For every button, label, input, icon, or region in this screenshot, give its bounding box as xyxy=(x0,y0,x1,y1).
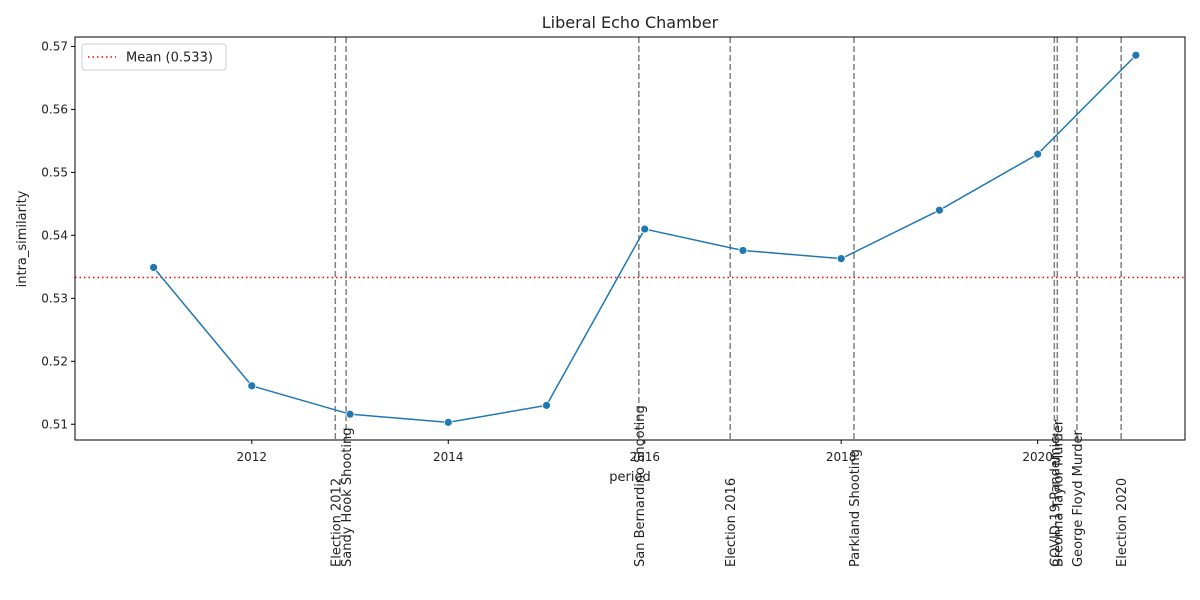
data-point-3 xyxy=(443,417,453,427)
event-label-1: Sandy Hook Shooting xyxy=(340,428,355,567)
event-label-3: Election 2016 xyxy=(724,478,739,567)
series-layer xyxy=(149,50,1141,427)
data-point-5 xyxy=(640,224,650,234)
y-tick-label-6: 0.57 xyxy=(41,39,68,53)
y-tick-label-5: 0.56 xyxy=(41,102,68,116)
data-point-7 xyxy=(836,254,846,264)
data-point-6 xyxy=(738,246,748,255)
y-tick-label-2: 0.53 xyxy=(41,291,68,305)
event-label-2: San Bernardino Shooting xyxy=(633,405,648,567)
data-point-1 xyxy=(247,381,257,391)
data-point-2 xyxy=(345,409,355,419)
y-tick-label-4: 0.55 xyxy=(41,165,68,179)
event-label-8: Election 2020 xyxy=(1115,478,1130,567)
data-point-10 xyxy=(1131,50,1141,60)
y-tick-label-0: 0.51 xyxy=(41,417,68,431)
event-label-5: COVID-19 Pandemic xyxy=(1048,437,1063,567)
x-axis-ticks: 2012 2014 2016 2018 2020 xyxy=(237,440,1053,464)
event-label-7: George Floyd Murder xyxy=(1071,430,1086,567)
plot-frame xyxy=(74,36,1186,441)
event-label-4: Parkland Shooting xyxy=(848,449,863,567)
y-axis-ticks: 0.51 0.52 0.53 0.54 0.55 0.56 0.57 xyxy=(41,39,75,431)
data-point-8 xyxy=(935,205,944,215)
x-tick-label-2: 2016 xyxy=(629,450,660,464)
event-label-6: Breonna Taylor Murder xyxy=(1051,419,1066,567)
x-tick-label-0: 2012 xyxy=(237,450,268,464)
legend: Mean (0.533) xyxy=(81,43,227,71)
legend-box xyxy=(81,43,227,71)
chart-title: Liberal Echo Chamber xyxy=(542,13,719,32)
y-tick-label-3: 0.54 xyxy=(41,228,68,242)
y-axis-label: intra_similarity xyxy=(15,190,30,287)
data-point-0 xyxy=(149,263,158,272)
event-label-0: Election 2012 xyxy=(329,478,344,567)
legend-mean-label: Mean (0.533) xyxy=(126,51,213,66)
data-point-4 xyxy=(542,400,551,410)
x-axis-label: period xyxy=(609,470,650,485)
x-tick-label-4: 2020 xyxy=(1022,450,1053,464)
x-tick-label-1: 2014 xyxy=(433,450,464,464)
y-tick-label-1: 0.52 xyxy=(41,354,68,368)
x-tick-label-3: 2018 xyxy=(826,450,857,464)
data-point-9 xyxy=(1033,149,1043,159)
